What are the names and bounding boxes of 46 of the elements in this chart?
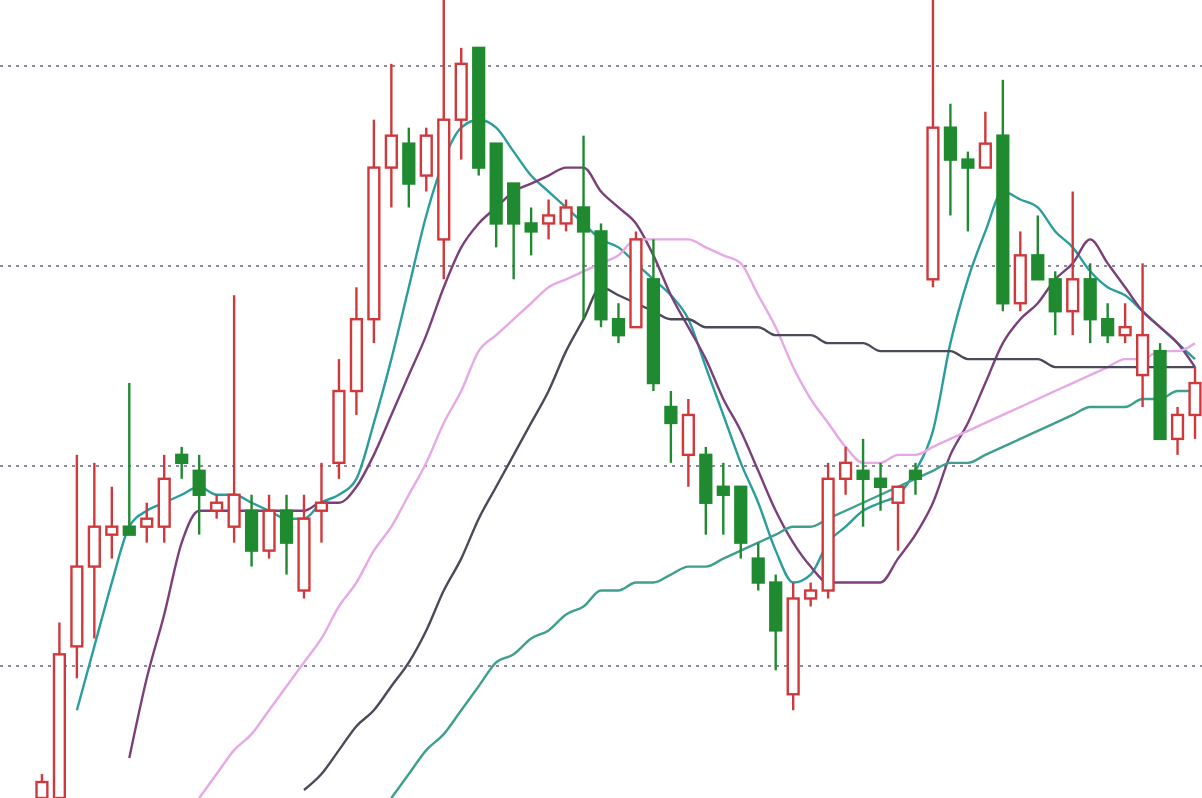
- candlestick: [1048, 270, 1062, 337]
- candlestick: [576, 134, 591, 321]
- candlestick: [611, 302, 626, 345]
- candlestick: [1066, 190, 1080, 337]
- candlestick: [419, 126, 433, 193]
- candlestick: [384, 62, 398, 209]
- candlestick: [541, 198, 556, 241]
- candlestick: [1135, 262, 1150, 409]
- candlestick: [1170, 405, 1185, 457]
- candlestick: [856, 437, 870, 528]
- candlestick: [681, 397, 695, 488]
- candlestick: [873, 461, 888, 512]
- candlestick: [1101, 302, 1115, 345]
- candlestick: [838, 445, 853, 496]
- candlestick: [769, 573, 783, 672]
- candlestick: [751, 541, 765, 592]
- candlestick: [943, 102, 958, 217]
- candlestick: [908, 461, 923, 496]
- candlestick: [262, 493, 276, 560]
- candlestick: [157, 453, 171, 544]
- candlestick: [699, 445, 713, 536]
- candlestick: [192, 453, 206, 536]
- candlestick: [559, 198, 573, 233]
- candlestick: [1083, 262, 1097, 345]
- candlestick: [1013, 230, 1027, 313]
- candlestick: [961, 150, 975, 233]
- candlestick: [210, 493, 224, 520]
- candlestick: [105, 485, 119, 560]
- candlestick: [507, 182, 521, 281]
- candlestick: [314, 461, 329, 544]
- candlestick: [1031, 214, 1045, 281]
- candlestick: [227, 294, 241, 544]
- candlestick: [664, 389, 678, 465]
- candlestick: [891, 485, 905, 552]
- candlestick: [978, 110, 992, 169]
- candlestick: [279, 493, 294, 576]
- candlestick: [1118, 302, 1132, 345]
- candlestick: [804, 581, 818, 608]
- candlestick: [140, 501, 154, 544]
- candlestick: [175, 445, 189, 480]
- candlestick: [122, 381, 136, 536]
- candlestick: [244, 493, 259, 568]
- candlestick: [716, 461, 730, 536]
- candlestick: [87, 461, 101, 640]
- candlestick: [524, 206, 538, 257]
- candlestick: [402, 126, 416, 209]
